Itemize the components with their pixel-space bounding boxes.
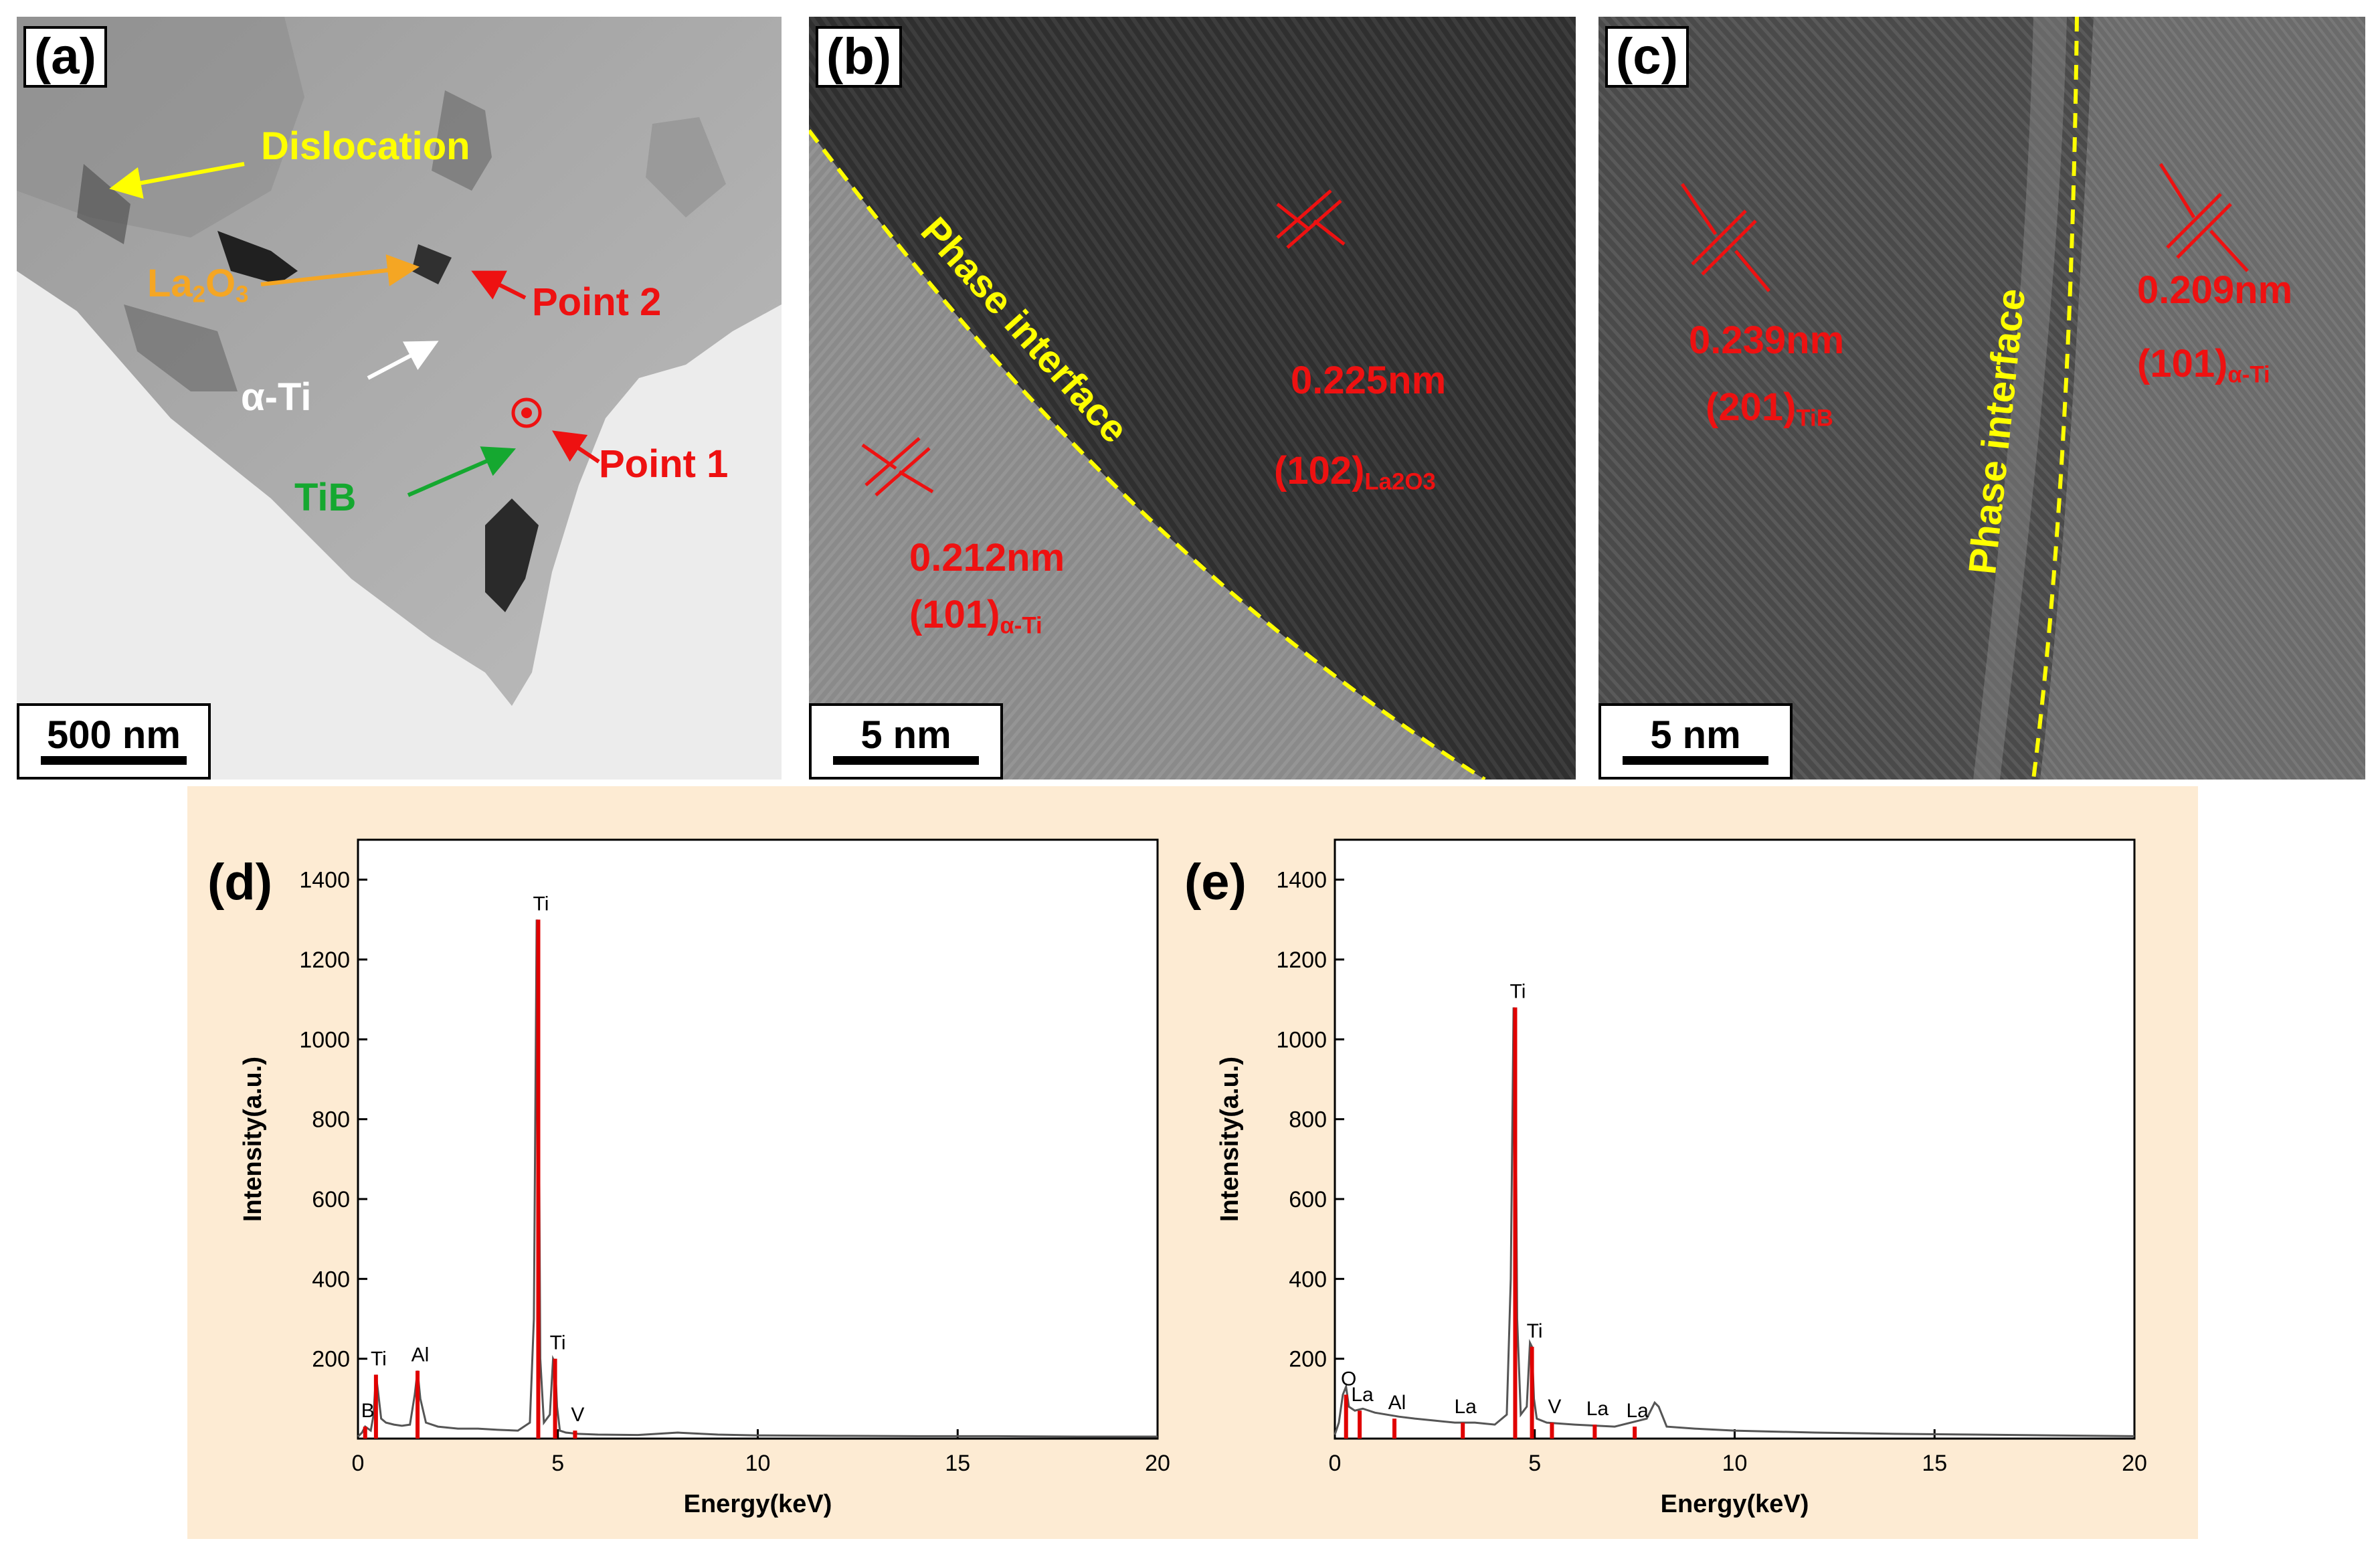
la2o3-label: La2O3 bbox=[147, 262, 249, 308]
plot-frame bbox=[1334, 838, 2136, 1440]
chart-label: (e) bbox=[1184, 854, 1247, 911]
x-tick-label: 5 bbox=[551, 1451, 564, 1476]
point-1-label: Point 1 bbox=[599, 442, 729, 486]
y-tick-label: 1400 bbox=[1276, 868, 1327, 893]
peak-label-al: Al bbox=[411, 1344, 430, 1366]
eds-chart-area: 0 5 10 15 20 200 400 600 800 1000 1200 1400 Energy(k… bbox=[187, 786, 2198, 1539]
scale-bar: 500 nm bbox=[17, 703, 211, 780]
y-axis-label: Intensity(a.u.) bbox=[239, 1057, 267, 1222]
plane-tib: (201)TiB bbox=[1706, 385, 1833, 432]
panel-label: (a) bbox=[23, 26, 107, 88]
y-tick-label: 400 bbox=[312, 1267, 350, 1292]
peak-label-b: B bbox=[361, 1400, 375, 1422]
panel-label: (c) bbox=[1605, 26, 1689, 88]
x-tick-label: 10 bbox=[1722, 1451, 1748, 1476]
y-tick-label: 800 bbox=[1289, 1107, 1327, 1133]
arrows-a bbox=[109, 162, 600, 497]
y-tick-label: 600 bbox=[312, 1187, 350, 1212]
d-spacing-alpha-ti: 0.212nm bbox=[909, 536, 1065, 579]
x-axis-label: Energy(keV) bbox=[1661, 1490, 1809, 1518]
y-tick-label: 600 bbox=[1289, 1187, 1327, 1212]
x-axis-label: Energy(keV) bbox=[684, 1490, 832, 1518]
x-tick-label: 0 bbox=[1329, 1451, 1342, 1476]
peak-label-ti: Ti bbox=[550, 1332, 566, 1354]
point-1-marker bbox=[511, 397, 542, 428]
tib-label: TiB bbox=[294, 476, 357, 519]
peak-label-v: V bbox=[1548, 1396, 1561, 1418]
eds-plot-e: 0 5 10 15 20 200 400 600 800 1000 1200 1400 Energy(k… bbox=[1216, 838, 2147, 1518]
x-tick-label: 20 bbox=[1145, 1451, 1170, 1476]
plot-frame bbox=[357, 838, 1159, 1440]
dislocation-label: Dislocation bbox=[261, 124, 470, 168]
point-2-label: Point 2 bbox=[532, 280, 662, 324]
hrtem-panel-b: (b) Phase interface 0.225nm (102)La2O3 0… bbox=[809, 17, 1576, 780]
x-tick-label: 15 bbox=[1922, 1451, 1947, 1476]
y-tick-label: 1200 bbox=[299, 947, 350, 973]
scale-bar: 5 nm bbox=[1598, 703, 1793, 780]
peak-label-ti: Ti bbox=[533, 893, 549, 915]
alpha-ti-label: α-Ti bbox=[241, 375, 312, 419]
scale-bar: 5 nm bbox=[809, 703, 1003, 780]
plane-la2o3: (102)La2O3 bbox=[1274, 449, 1436, 495]
x-tick-label: 20 bbox=[2122, 1451, 2147, 1476]
eds-chart-d: 0 5 10 15 20 200 400 600 800 1000 1200 1400 Energy(k… bbox=[187, 786, 1178, 1539]
peak-label-al: Al bbox=[1388, 1392, 1406, 1414]
y-tick-label: 1000 bbox=[299, 1027, 350, 1053]
eds-chart-e: 0 5 10 15 20 200 400 600 800 1000 1200 1400 Energy(k… bbox=[1164, 786, 2155, 1539]
y-tick-label: 1200 bbox=[1276, 947, 1327, 973]
peak-label-la: La bbox=[1351, 1384, 1374, 1406]
hrtem-image-b bbox=[809, 17, 1576, 780]
spectrum-line bbox=[1334, 1007, 2135, 1437]
hrtem-image-c bbox=[1598, 17, 2365, 780]
y-tick-label: 400 bbox=[1289, 1267, 1327, 1292]
d-spacing-tib: 0.239nm bbox=[1689, 318, 1845, 362]
y-tick-label: 1400 bbox=[299, 868, 350, 893]
x-tick-label: 5 bbox=[1528, 1451, 1541, 1476]
d-spacing-la2o3: 0.225nm bbox=[1291, 359, 1447, 402]
panel-label: (b) bbox=[816, 26, 903, 88]
d-spacing-alpha-ti: 0.209nm bbox=[2137, 268, 2293, 312]
peak-label-la: La bbox=[1626, 1400, 1649, 1422]
hrtem-panel-c: (c) Phase interface 0.239nm (201)TiB 0.2… bbox=[1598, 17, 2365, 780]
y-tick-label: 200 bbox=[312, 1347, 350, 1372]
y-axis-label: Intensity(a.u.) bbox=[1216, 1057, 1244, 1222]
peak-label-la: La bbox=[1455, 1396, 1477, 1418]
peak-label-ti: Ti bbox=[1527, 1320, 1543, 1342]
peak-label-la: La bbox=[1586, 1398, 1609, 1420]
plane-alpha-ti: (101)α-Ti bbox=[2137, 342, 2270, 388]
x-tick-label: 10 bbox=[745, 1451, 771, 1476]
x-tick-label: 15 bbox=[945, 1451, 970, 1476]
y-tick-label: 800 bbox=[312, 1107, 350, 1133]
peak-label-ti: Ti bbox=[1510, 981, 1526, 1003]
x-tick-label: 0 bbox=[352, 1451, 365, 1476]
eds-plot-d: 0 5 10 15 20 200 400 600 800 1000 1200 1400 Energy(k… bbox=[239, 838, 1170, 1518]
tem-panel-a: (a) Dislocation La2O3 Point 2 α-Ti Point… bbox=[17, 17, 782, 780]
plane-alpha-ti: (101)α-Ti bbox=[909, 593, 1042, 639]
chart-label: (d) bbox=[207, 854, 273, 911]
peak-label-v: V bbox=[571, 1404, 584, 1426]
spectrum-line bbox=[357, 919, 1158, 1438]
phase-interface-line bbox=[2031, 17, 2079, 780]
peak-label-o: O bbox=[1341, 1368, 1356, 1390]
y-tick-label: 200 bbox=[1289, 1347, 1327, 1372]
peak-label-ti: Ti bbox=[371, 1348, 387, 1370]
phase-interface-line bbox=[809, 129, 1486, 780]
y-tick-label: 1000 bbox=[1276, 1027, 1327, 1053]
